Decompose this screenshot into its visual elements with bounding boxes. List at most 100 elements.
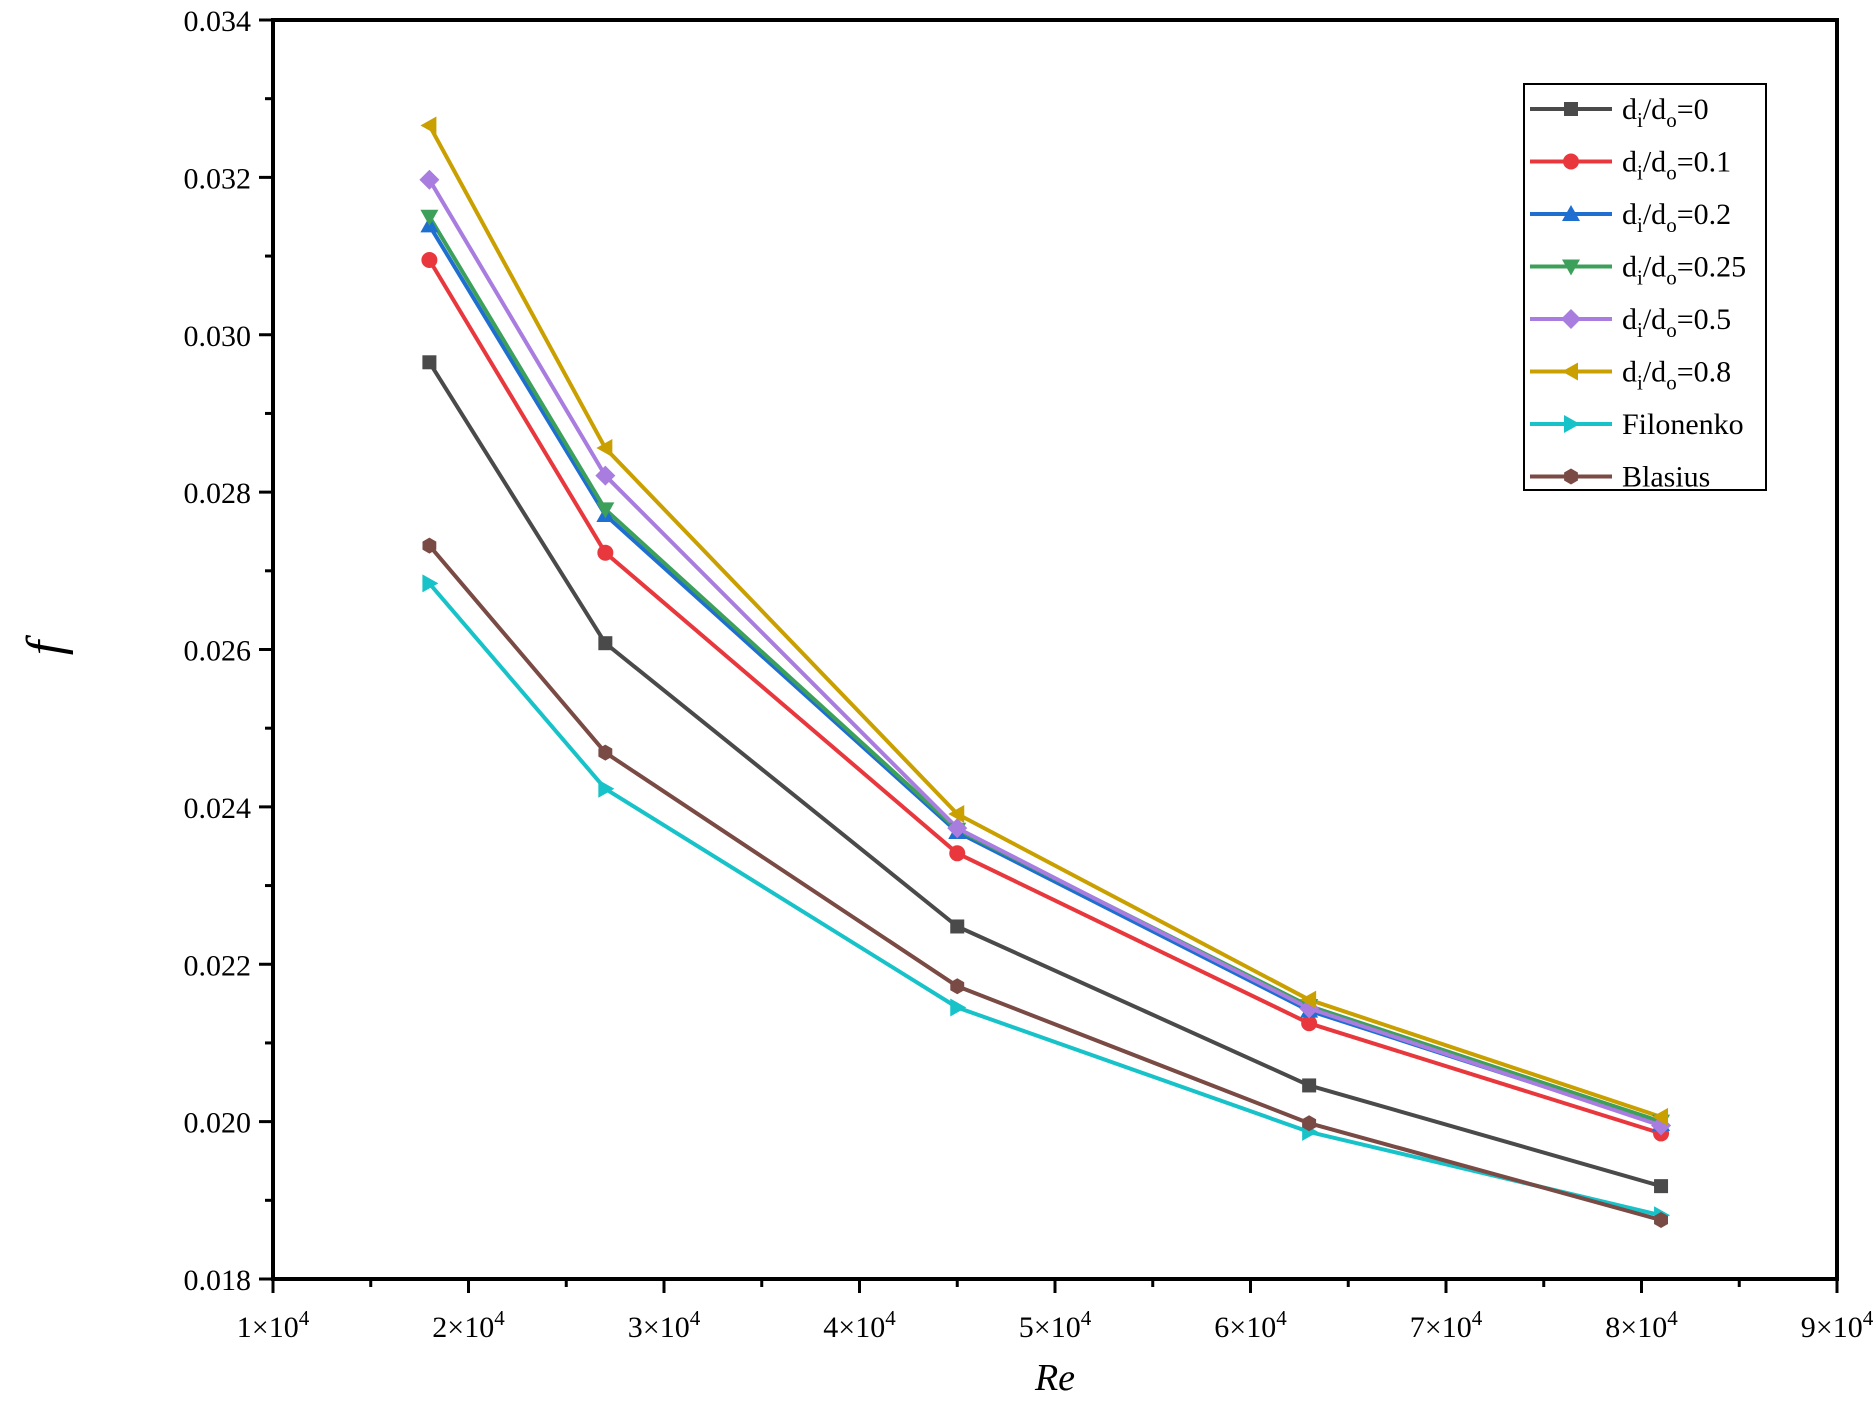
y-tick-label: 0.032 <box>184 162 252 195</box>
x-tick-label: 9×104 <box>1801 1306 1874 1344</box>
data-point <box>949 845 966 862</box>
legend-marker <box>1562 259 1580 276</box>
legend-label: di/do=0.2 <box>1622 198 1731 237</box>
legend-label-text: /d <box>1643 251 1666 284</box>
legend-label-text: d <box>1622 303 1637 336</box>
series-line <box>427 582 1662 1218</box>
data-point <box>420 116 437 135</box>
x-tick-exponent: 4 <box>494 1306 505 1330</box>
axis-ticks: 1×104 2×104 3×104 4×104 5×104 6×104 7×104 8×104… <box>184 5 1874 1344</box>
y-tick-label: 0.018 <box>184 1264 252 1297</box>
x-tick-exponent: 4 <box>1667 1306 1678 1330</box>
legend-label-text: /d <box>1643 146 1666 179</box>
legend-label-text: =0.8 <box>1677 356 1731 389</box>
legend-label: di/do=0.5 <box>1622 303 1731 342</box>
data-point <box>1654 1212 1668 1228</box>
legend-label-subscript: i <box>1637 266 1643 290</box>
data-point <box>1302 1115 1317 1132</box>
legend-label-subscript: o <box>1666 371 1677 395</box>
series-line <box>427 215 1662 1124</box>
y-tick-label: 0.034 <box>184 5 252 38</box>
data-point <box>422 537 437 554</box>
x-tick-label: 2×104 <box>432 1306 505 1344</box>
x-tick-label: 6×104 <box>1214 1306 1287 1344</box>
legend-label-text: /d <box>1643 356 1666 389</box>
series-line <box>427 258 1662 1136</box>
x-tick-label: 4×104 <box>823 1306 896 1344</box>
data-point <box>1652 1107 1669 1126</box>
x-tick-label: 3×104 <box>628 1306 701 1344</box>
legend-label-text: d <box>1622 356 1637 389</box>
data-point <box>950 998 967 1017</box>
x-tick-mantissa: 4×10 <box>823 1311 885 1344</box>
series-markers <box>419 116 1672 1228</box>
x-tick-mantissa: 1×10 <box>237 1311 299 1344</box>
data-point <box>598 744 613 761</box>
x-tick-mantissa: 8×10 <box>1605 1311 1667 1344</box>
data-point <box>598 636 613 651</box>
x-tick-mantissa: 5×10 <box>1019 1311 1081 1344</box>
data-point <box>596 502 615 519</box>
x-tick-exponent: 4 <box>885 1306 896 1330</box>
y-tick-label: 0.028 <box>184 477 252 510</box>
x-tick-label: 7×104 <box>1410 1306 1483 1344</box>
x-tick-exponent: 4 <box>1863 1306 1874 1330</box>
legend-label-text: =0.5 <box>1677 303 1731 336</box>
legend-label-text: d <box>1622 251 1637 284</box>
series-line <box>427 224 1662 1126</box>
x-tick-label: 1×104 <box>237 1306 310 1344</box>
legend-label-subscript: i <box>1637 371 1643 395</box>
data-point <box>597 544 614 561</box>
legend-label-subscript: i <box>1637 213 1643 237</box>
legend-label-subscript: i <box>1637 108 1643 132</box>
x-axis-title: Re <box>1034 1357 1075 1399</box>
series-lines <box>427 124 1662 1222</box>
x-tick-exponent: 4 <box>1472 1306 1483 1330</box>
series-line <box>427 544 1662 1222</box>
x-tick-label: 5×104 <box>1019 1306 1092 1344</box>
legend-marker <box>1561 309 1581 329</box>
legend-label-subscript: i <box>1637 318 1643 342</box>
legend-marker <box>1564 102 1578 116</box>
legend-label: Blasius <box>1622 461 1710 494</box>
data-point <box>1301 1015 1318 1032</box>
legend-marker <box>1562 362 1578 381</box>
legend-label-text: d <box>1622 198 1637 231</box>
data-point <box>598 779 615 798</box>
data-point <box>419 169 440 190</box>
legend-label: di/do=0.25 <box>1622 251 1746 290</box>
legend: di/do=0di/do=0.1di/do=0.2di/do=0.25di/do… <box>1523 83 1767 494</box>
data-point <box>422 355 437 370</box>
x-tick-mantissa: 2×10 <box>432 1311 494 1344</box>
y-tick-label: 0.030 <box>184 320 252 353</box>
data-point <box>947 818 968 839</box>
legend-marker <box>1563 153 1579 170</box>
legend-label: di/do=0.1 <box>1622 146 1731 185</box>
legend-label-text: d <box>1622 93 1637 126</box>
legend-label-text: =0.2 <box>1677 198 1731 231</box>
data-point <box>420 209 439 226</box>
legend-label-text: /d <box>1643 93 1666 126</box>
data-point <box>1300 990 1317 1009</box>
data-point <box>596 439 613 458</box>
data-point <box>1654 1179 1669 1194</box>
legend-label-text: Blasius <box>1622 461 1710 494</box>
y-axis-title: f <box>17 634 74 655</box>
x-tick-mantissa: 7×10 <box>1410 1311 1472 1344</box>
legend-label-text: d <box>1622 146 1637 179</box>
x-tick-label: 8×104 <box>1605 1306 1678 1344</box>
legend-label-subscript: o <box>1666 161 1677 185</box>
x-tick-exponent: 4 <box>1276 1306 1287 1330</box>
data-point <box>422 574 439 593</box>
legend-label: di/do=0 <box>1622 93 1709 132</box>
data-point <box>421 251 438 268</box>
data-point <box>1302 1078 1317 1093</box>
legend-marker <box>1564 468 1578 485</box>
legend-label-subscript: o <box>1666 108 1677 132</box>
x-tick-exponent: 4 <box>299 1306 310 1330</box>
legend-marker <box>1564 415 1580 433</box>
data-point <box>950 919 965 934</box>
y-tick-label: 0.024 <box>184 792 252 825</box>
data-point <box>950 978 965 995</box>
